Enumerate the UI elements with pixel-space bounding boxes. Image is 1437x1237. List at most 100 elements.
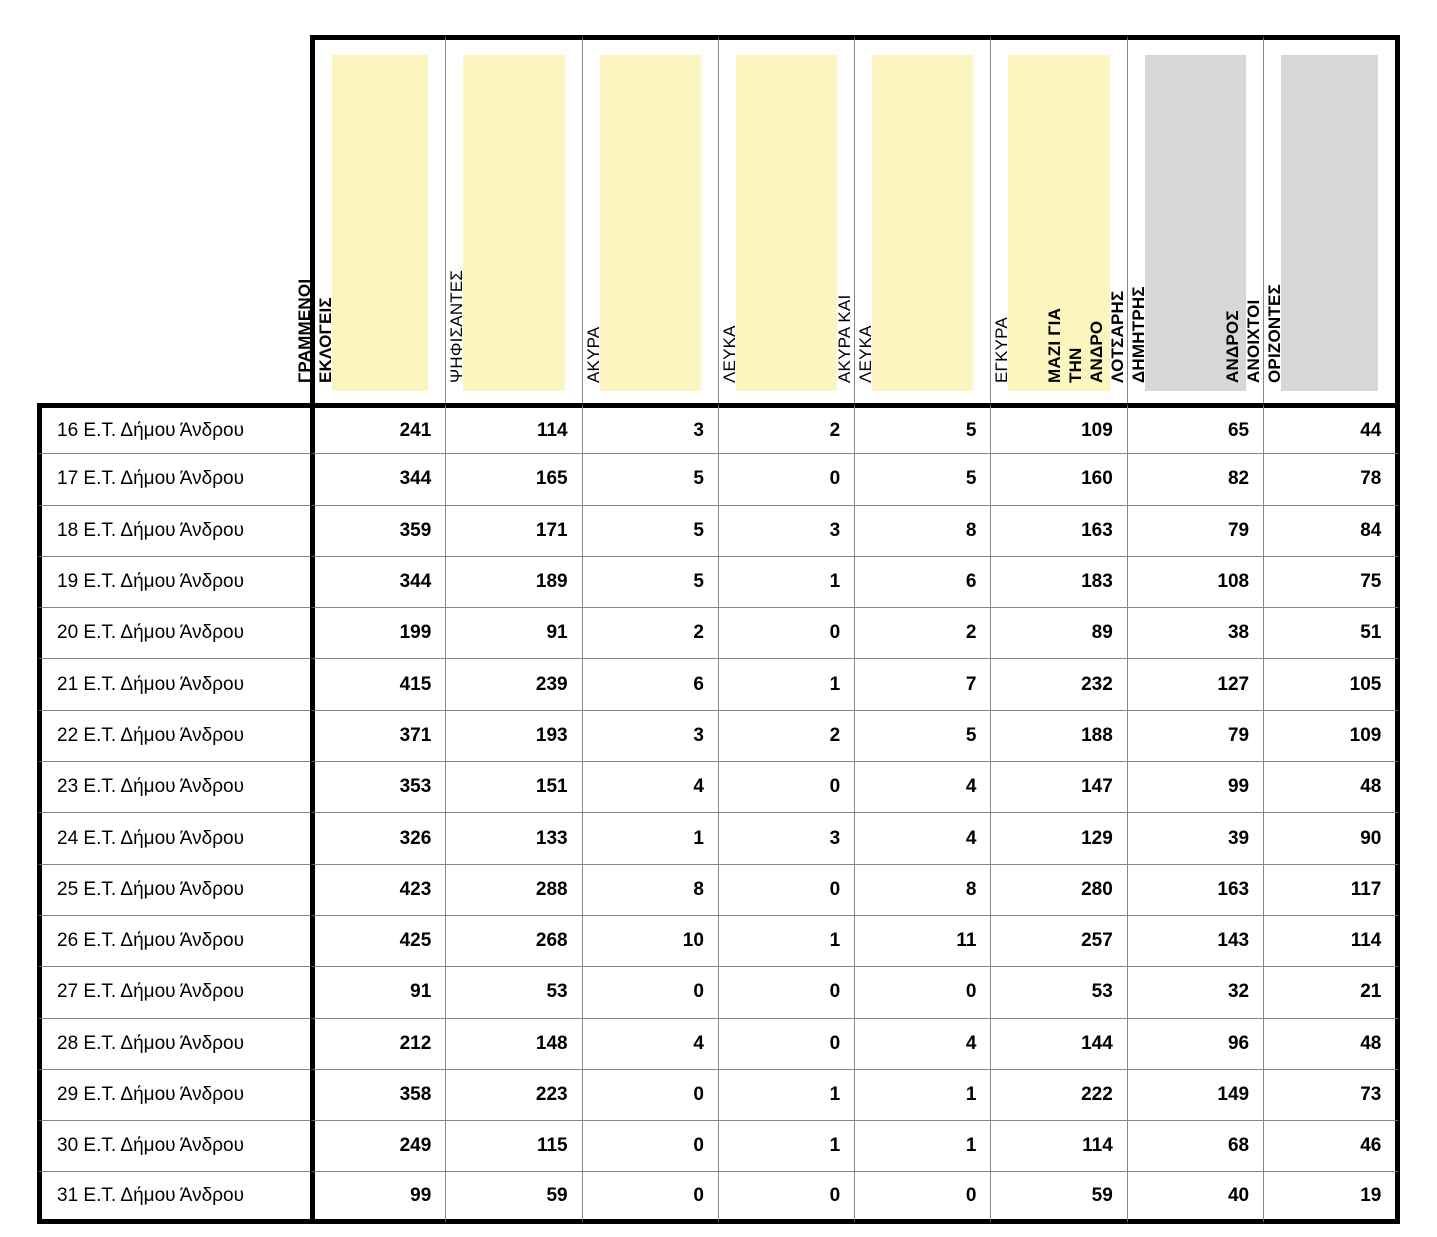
value-cell: 7 <box>855 659 992 711</box>
column-header: ΛΕΥΚΑ <box>718 35 856 403</box>
value-cell: 249 <box>310 1121 447 1173</box>
value-cell: 4 <box>855 1018 992 1070</box>
row-label: 22 Ε.Τ. Δήμου Άνδρου <box>37 710 310 763</box>
value-cell: 163 <box>991 505 1128 557</box>
value-cell: 147 <box>991 762 1128 814</box>
value-cell: 1 <box>718 556 856 609</box>
value-cell: 148 <box>446 1018 583 1070</box>
value-cell: 32 <box>1127 967 1265 1019</box>
value-cell: 109 <box>991 403 1128 455</box>
value-cell: 1 <box>582 813 719 865</box>
value-cell: 2 <box>718 710 856 763</box>
value-cell: 96 <box>1127 1018 1265 1070</box>
value-cell: 280 <box>991 864 1128 916</box>
value-cell: 99 <box>310 1172 447 1224</box>
value-cell: 21 <box>1264 967 1401 1019</box>
value-cell: 344 <box>310 556 447 609</box>
value-cell: 99 <box>1127 762 1265 814</box>
row-label: 26 Ε.Τ. Δήμου Άνδρου <box>37 915 310 968</box>
value-cell: 0 <box>718 608 856 660</box>
header-chip-yellow: ΑΚΥΡΑ <box>584 55 701 391</box>
value-cell: 5 <box>855 710 992 763</box>
value-cell: 241 <box>310 403 447 455</box>
header-label: ΜΑΖΙ ΓΙΑ ΤΗΝ ΑΝΔΡΟ ΛΟΤΣΑΡΗΣ ΔΗΜΗΤΡΗΣ <box>1044 286 1148 383</box>
value-cell: 3 <box>582 710 719 763</box>
column-header: ΨΗΦΙΣΑΝΤΕΣ <box>446 35 583 403</box>
value-cell: 10 <box>582 915 719 968</box>
value-cell: 1 <box>718 1121 856 1173</box>
value-cell: 0 <box>582 967 719 1019</box>
column-header: ΓΡΑΜΜΕΝΟΙ ΕΚΛΟΓΕΙΣ <box>295 35 447 403</box>
value-cell: 358 <box>310 1069 447 1122</box>
value-cell: 5 <box>582 505 719 557</box>
value-cell: 89 <box>991 608 1128 660</box>
column-header: ΜΑΖΙ ΓΙΑ ΤΗΝ ΑΝΔΡΟ ΛΟΤΣΑΡΗΣ ΔΗΜΗΤΡΗΣ <box>1045 35 1265 403</box>
value-cell: 108 <box>1127 556 1265 609</box>
value-cell: 0 <box>582 1121 719 1173</box>
value-cell: 0 <box>718 1018 856 1070</box>
value-cell: 127 <box>1127 659 1265 711</box>
value-cell: 53 <box>446 967 583 1019</box>
value-cell: 353 <box>310 762 447 814</box>
header-chip-gray: ΜΑΖΙ ΓΙΑ ΤΗΝ ΑΝΔΡΟ ΛΟΤΣΑΡΗΣ ΔΗΜΗΤΡΗΣ <box>1045 55 1247 391</box>
header-label: ΑΚΥΡΑ ΚΑΙ ΛΕΥΚΑ <box>835 294 876 383</box>
results-table: ΓΡΑΜΜΕΝΟΙ ΕΚΛΟΓΕΙΣ ΨΗΦΙΣΑΝΤΕΣ ΑΚΥΡΑ ΛΕΥΚΑ ΑΚ… <box>37 35 1401 1224</box>
value-cell: 415 <box>310 659 447 711</box>
value-cell: 39 <box>1127 813 1265 865</box>
value-cell: 117 <box>1264 864 1401 916</box>
header-label: ΕΓΚΥΡΑ <box>992 317 1012 383</box>
header-label: ΨΗΦΙΣΑΝΤΕΣ <box>447 269 467 383</box>
value-cell: 40 <box>1127 1172 1265 1224</box>
value-cell: 288 <box>446 864 583 916</box>
value-cell: 114 <box>1264 915 1401 968</box>
row-label: 18 Ε.Τ. Δήμου Άνδρου <box>37 505 310 557</box>
header-label: ΓΡΑΜΜΕΝΟΙ ΕΚΛΟΓΕΙΣ <box>295 278 335 383</box>
value-cell: 46 <box>1264 1121 1401 1173</box>
value-cell: 1 <box>718 915 856 968</box>
row-label: 30 Ε.Τ. Δήμου Άνδρου <box>37 1121 310 1173</box>
value-cell: 0 <box>855 967 992 1019</box>
value-cell: 51 <box>1264 608 1401 660</box>
value-cell: 344 <box>310 454 447 506</box>
value-cell: 91 <box>446 608 583 660</box>
value-cell: 371 <box>310 710 447 763</box>
value-cell: 19 <box>1264 1172 1401 1224</box>
value-cell: 425 <box>310 915 447 968</box>
value-cell: 0 <box>855 1172 992 1224</box>
row-label: 23 Ε.Τ. Δήμου Άνδρου <box>37 762 310 814</box>
value-cell: 114 <box>991 1121 1128 1173</box>
value-cell: 53 <box>991 967 1128 1019</box>
row-label: 24 Ε.Τ. Δήμου Άνδρου <box>37 813 310 865</box>
value-cell: 6 <box>582 659 719 711</box>
value-cell: 3 <box>718 505 856 557</box>
value-cell: 59 <box>991 1172 1128 1224</box>
value-cell: 223 <box>446 1069 583 1122</box>
value-cell: 4 <box>582 762 719 814</box>
value-cell: 90 <box>1264 813 1401 865</box>
row-label: 19 Ε.Τ. Δήμου Άνδρου <box>37 556 310 609</box>
corner-spacer <box>37 35 310 403</box>
value-cell: 0 <box>718 967 856 1019</box>
row-label: 29 Ε.Τ. Δήμου Άνδρου <box>37 1069 310 1122</box>
value-cell: 189 <box>446 556 583 609</box>
value-cell: 232 <box>991 659 1128 711</box>
value-cell: 3 <box>718 813 856 865</box>
value-cell: 359 <box>310 505 447 557</box>
column-header: ΑΚΥΡΑ ΚΑΙ ΛΕΥΚΑ <box>835 35 992 403</box>
value-cell: 257 <box>991 915 1128 968</box>
value-cell: 199 <box>310 608 447 660</box>
value-cell: 79 <box>1127 505 1265 557</box>
value-cell: 109 <box>1264 710 1401 763</box>
row-label: 28 Ε.Τ. Δήμου Άνδρου <box>37 1018 310 1070</box>
column-header: ΕΓΚΥΡΑ <box>991 35 1128 403</box>
value-cell: 8 <box>582 864 719 916</box>
column-header: ΑΚΥΡΑ <box>582 35 719 403</box>
value-cell: 149 <box>1127 1069 1265 1122</box>
value-cell: 6 <box>855 556 992 609</box>
value-cell: 222 <box>991 1069 1128 1122</box>
column-header: ΑΝΔΡΟΣ ΑΝΟΙΧΤΟΙ ΟΡΙΖΟΝΤΕΣ <box>1223 35 1401 403</box>
value-cell: 48 <box>1264 1018 1401 1070</box>
row-label: 25 Ε.Τ. Δήμου Άνδρου <box>37 864 310 916</box>
value-cell: 59 <box>446 1172 583 1224</box>
value-cell: 151 <box>446 762 583 814</box>
